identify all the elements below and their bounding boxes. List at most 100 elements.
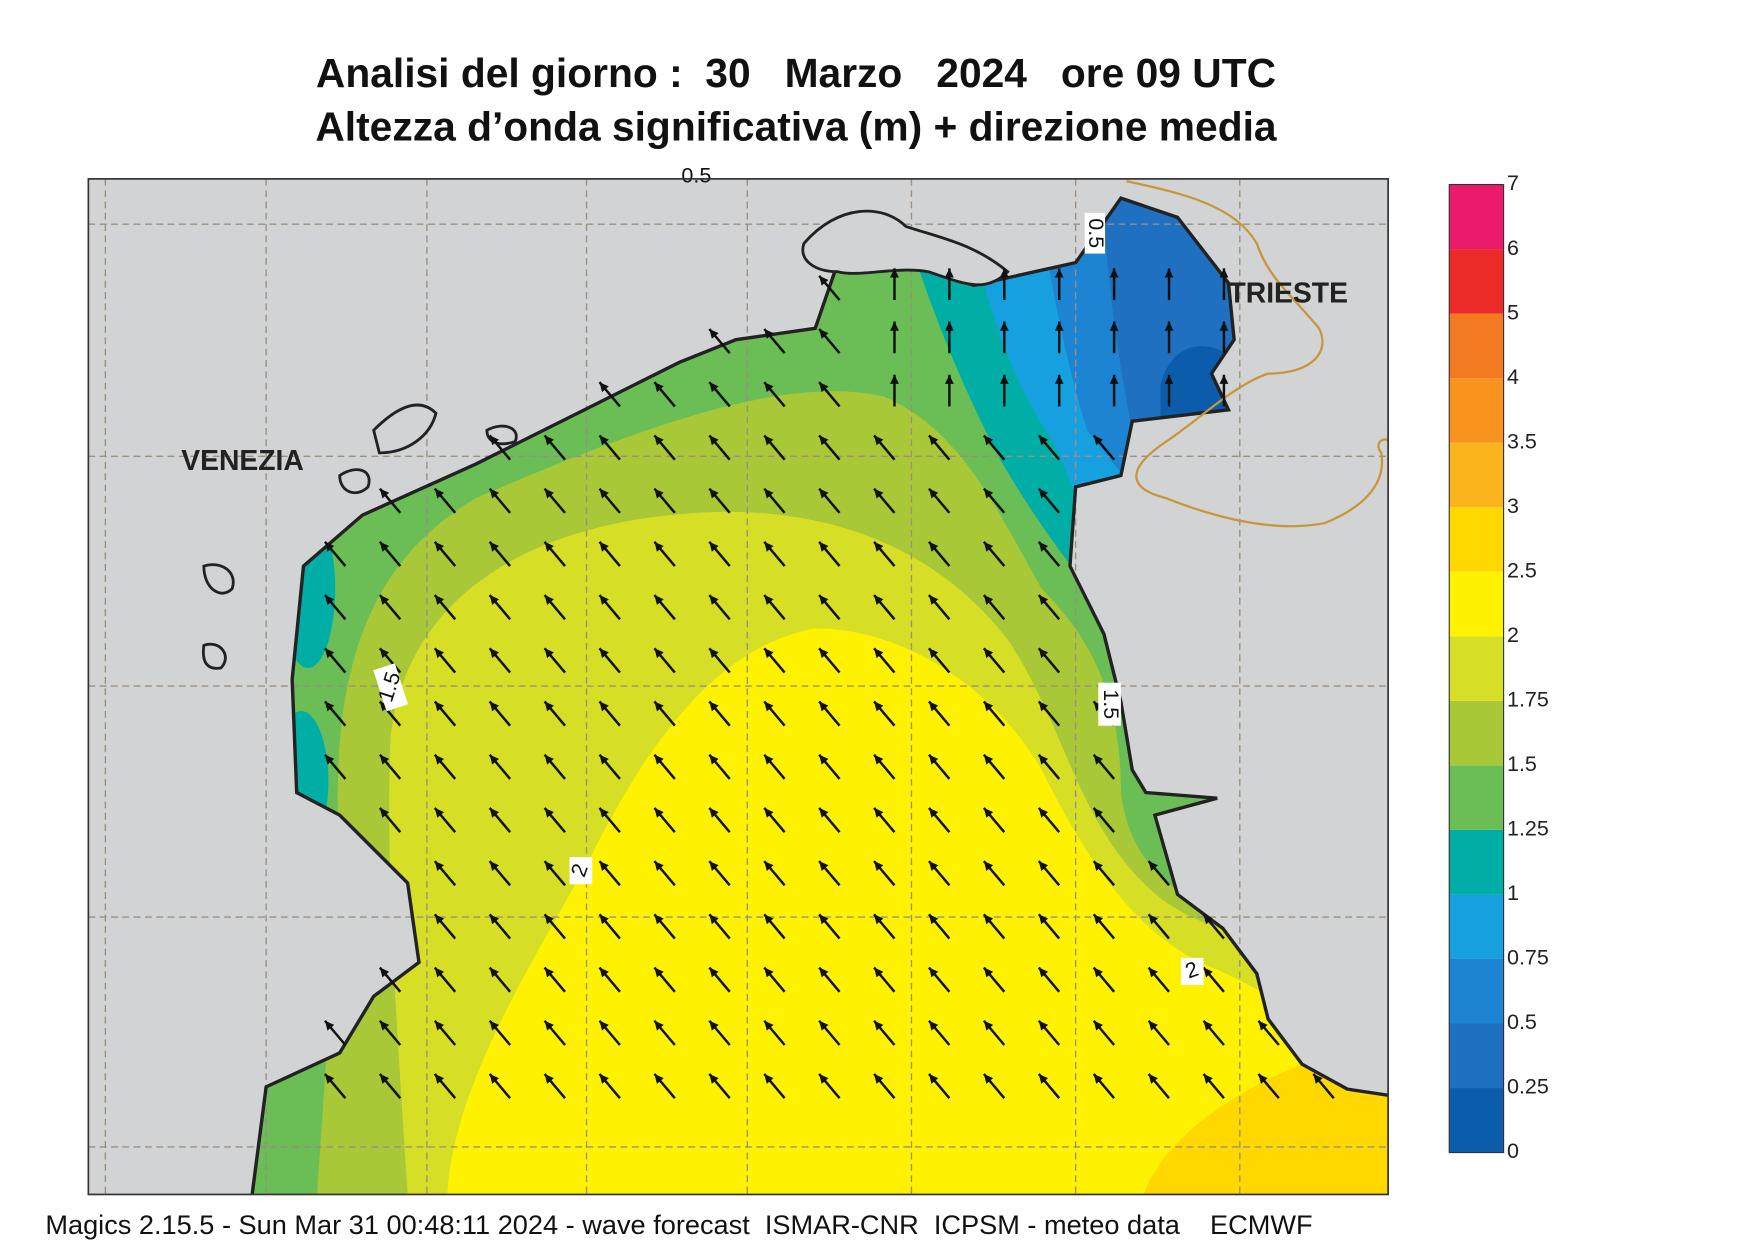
arrow-head — [489, 754, 499, 765]
arrow-head — [709, 1073, 719, 1084]
arrow-head — [1093, 1020, 1104, 1031]
arrow-head — [1148, 1020, 1158, 1031]
arrow-head — [1038, 967, 1049, 978]
arrow-head — [928, 807, 939, 818]
arrow-head — [709, 328, 719, 339]
arrow-head — [983, 754, 994, 765]
arrow-head — [1148, 914, 1158, 925]
arrow-head — [599, 701, 609, 712]
arrow-head — [324, 754, 335, 765]
arrow-head — [654, 861, 664, 871]
arrow-head — [1038, 754, 1049, 765]
arrow-head — [1203, 967, 1213, 978]
arrow-head — [928, 1020, 939, 1031]
arrow-head — [819, 435, 829, 446]
arrow-head — [654, 967, 664, 978]
colorbar-swatch — [1449, 894, 1504, 959]
arrow-head — [489, 914, 499, 925]
arrow-head — [983, 648, 994, 659]
arrow-head — [599, 1073, 609, 1084]
arrow-head — [434, 1020, 445, 1031]
contour-label: 0.5 — [681, 163, 711, 187]
colorbar-label: 3 — [1507, 494, 1519, 518]
arrow-head — [874, 914, 884, 925]
arrow-head — [489, 807, 499, 818]
arrow-head — [819, 595, 829, 605]
arrow-head — [654, 914, 664, 925]
arrow-head — [819, 275, 829, 286]
arrow-head — [434, 967, 445, 978]
arrow-head — [1038, 541, 1049, 552]
arrow-head — [928, 648, 939, 659]
arrow-head — [874, 435, 884, 446]
arrow-head — [709, 595, 719, 605]
place-label: TRIESTE — [1228, 276, 1348, 308]
arrow-head — [764, 328, 774, 339]
arrow-head — [654, 648, 664, 659]
label-box — [1084, 212, 1106, 254]
arrow-head — [434, 488, 445, 499]
arrow-head — [983, 967, 994, 978]
arrow-head — [1203, 1020, 1213, 1031]
arrow-head — [983, 914, 994, 925]
arrow-head — [544, 807, 554, 818]
arrow-head — [709, 701, 719, 712]
arrow-head — [1258, 1020, 1268, 1031]
arrow-head — [709, 807, 719, 818]
arrow-head — [1258, 1073, 1268, 1084]
arrow-head — [819, 1020, 829, 1031]
arrow-head — [983, 595, 994, 605]
arrow-head — [1038, 648, 1049, 659]
arrow-head — [379, 648, 390, 659]
arrow-head — [1093, 967, 1104, 978]
arrow-head — [599, 435, 609, 446]
arrow-head — [434, 914, 445, 925]
footer: Magics 2.15.5 - Sun Mar 31 00:48:11 2024… — [45, 1209, 1312, 1240]
arrow-head — [379, 488, 390, 499]
arrow-head — [709, 382, 719, 393]
arrow-head — [434, 595, 445, 605]
arrow-head — [654, 701, 664, 712]
arrow-head — [1203, 1073, 1213, 1084]
arrow-head — [1203, 914, 1213, 925]
arrow-head — [890, 374, 899, 384]
arrow-head — [544, 1073, 554, 1084]
arrow-head — [434, 1073, 445, 1084]
arrow-head — [764, 701, 774, 712]
arrow-head — [434, 861, 445, 871]
arrow-head — [379, 807, 390, 818]
arrow-head — [928, 541, 939, 552]
arrow-head — [874, 807, 884, 818]
arrow-head — [599, 595, 609, 605]
colorbar-swatch — [1449, 1023, 1504, 1089]
arrow-head — [819, 541, 829, 552]
arrow-head — [983, 1073, 994, 1084]
arrow-head — [944, 321, 954, 331]
arrow-head — [819, 914, 829, 925]
arrow-head — [764, 1073, 774, 1084]
zone-2 — [447, 628, 1389, 1195]
arrow-head — [654, 382, 664, 393]
arrow-head — [928, 914, 939, 925]
colorbar-swatch — [1449, 829, 1504, 895]
arrow-head — [1054, 268, 1064, 278]
arrow-head — [1054, 321, 1064, 331]
arrow-head — [324, 1020, 335, 1031]
arrow-head — [819, 488, 829, 499]
arrow-head — [654, 807, 664, 818]
arrow-head — [599, 1020, 609, 1031]
arrow-head — [764, 595, 774, 605]
arrow-head — [1038, 595, 1049, 605]
arrow-head — [1219, 374, 1229, 384]
arrow-head — [983, 435, 994, 446]
arrow-head — [544, 701, 554, 712]
arrow-head — [599, 914, 609, 925]
arrow-head — [764, 488, 774, 499]
colorbar-frame — [1448, 183, 1505, 1154]
arrow-head — [544, 435, 554, 446]
arrow-head — [1038, 861, 1049, 871]
arrow-head — [544, 754, 554, 765]
colorbar-label: 0 — [1507, 1139, 1519, 1163]
arrow-head — [928, 861, 939, 871]
